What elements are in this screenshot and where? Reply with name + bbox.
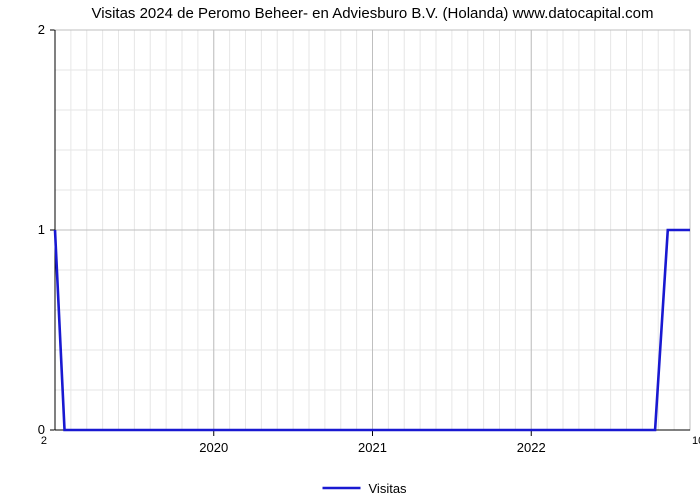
x-left-label: 2 — [41, 435, 47, 447]
x-right-label: 1011 — [692, 435, 700, 447]
chart-title: Visitas 2024 de Peromo Beheer- en Advies… — [92, 5, 654, 22]
ytick-label: 1 — [38, 222, 45, 237]
xtick-label: 2022 — [517, 440, 546, 455]
chart-container: 012202020212022Visitas 2024 de Peromo Be… — [0, 0, 700, 500]
xtick-label: 2021 — [358, 440, 387, 455]
xtick-label: 2020 — [199, 440, 228, 455]
legend-label: Visitas — [369, 481, 408, 496]
ytick-label: 2 — [38, 22, 45, 37]
chart-svg: 012202020212022Visitas 2024 de Peromo Be… — [0, 0, 700, 500]
